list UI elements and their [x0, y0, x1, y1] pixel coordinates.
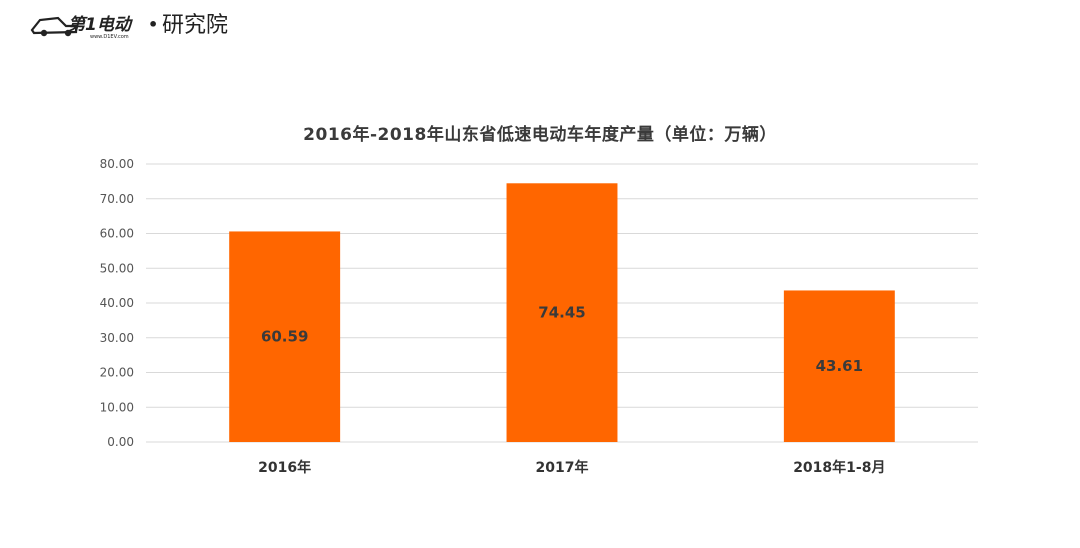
category-label: 2016年 — [258, 459, 311, 476]
y-tick-label: 10.00 — [100, 400, 134, 414]
y-tick-label: 40.00 — [100, 296, 134, 310]
data-label: 43.61 — [816, 357, 863, 375]
x-axis-categories: 2016年 2017年 2018年1-8月 — [258, 459, 885, 476]
data-labels: 60.59 74.45 43.61 — [261, 304, 863, 376]
bar — [783, 290, 895, 442]
car-logo-icon: 第1电动 www.D1EV.com • 研究院 — [30, 13, 228, 40]
y-tick-label: 20.00 — [100, 366, 134, 380]
logo-mark: 第1电动 — [68, 15, 134, 35]
category-label: 2017年 — [536, 459, 589, 476]
y-tick-label: 80.00 — [100, 157, 134, 171]
y-tick-label: 30.00 — [100, 331, 134, 345]
bars — [229, 183, 895, 442]
chart-title: 2016年-2018年山东省低速电动车年度产量（单位：万辆） — [303, 125, 777, 145]
y-axis-ticks: 0.00 10.00 20.00 30.00 40.00 50.00 60.00 70.00 8… — [100, 157, 134, 449]
bar — [506, 183, 618, 442]
data-label: 74.45 — [538, 304, 585, 322]
logo-url: www.D1EV.com — [90, 34, 129, 40]
category-label: 2018年1-8月 — [793, 459, 885, 476]
y-tick-label: 70.00 — [100, 192, 134, 206]
y-tick-label: 60.00 — [100, 227, 134, 241]
logo-label: 研究院 — [162, 13, 228, 38]
y-tick-label: 0.00 — [107, 435, 134, 449]
y-tick-label: 50.00 — [100, 261, 134, 275]
logo-separator: • — [148, 15, 158, 34]
brand-logo: 第1电动 www.D1EV.com • 研究院 — [30, 6, 260, 40]
data-label: 60.59 — [261, 328, 308, 346]
bar — [229, 231, 341, 442]
